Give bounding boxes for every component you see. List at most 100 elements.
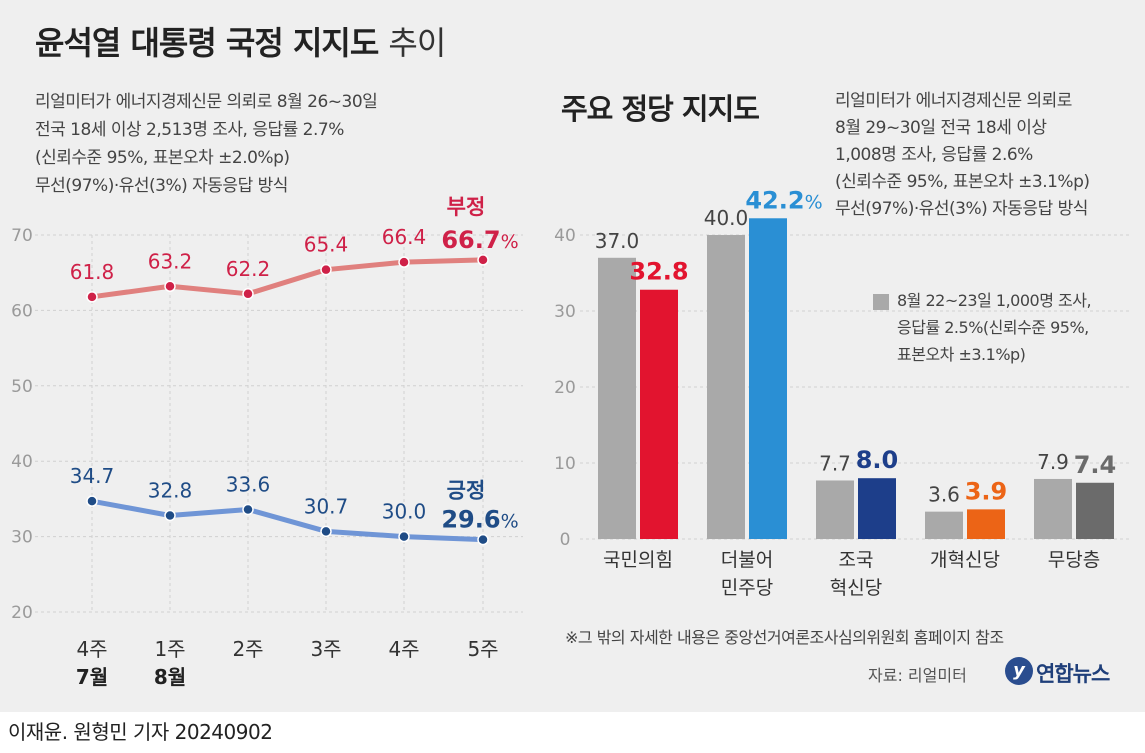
bar-current [640,289,678,539]
data-label: 34.7 [70,464,115,488]
y-tick-label: 10 [554,454,576,474]
party-survey-line: 무선(97%)·유선(3%) 자동응답 방식 [835,199,1088,219]
series-name: 긍정 [447,479,486,503]
x-tick-label: 혁신당 [830,577,882,599]
unit-label: % [805,191,823,213]
data-point [86,291,98,303]
x-tick-label: 민주당 [721,577,773,599]
legend-swatch [873,294,889,310]
data-label-current: 3.9 [965,477,1008,505]
legend-line: 표본오차 ±3.1%p) [897,345,1026,364]
party-survey-line: 리얼미터가 에너지경제신문 의뢰로 [835,91,1072,111]
data-point [477,533,489,546]
x-tick-label: 5주 [467,637,498,661]
bar-previous [707,235,745,539]
x-tick-label: 1주 [154,637,185,661]
data-label-previous: 7.9 [1037,450,1069,474]
approval-survey-line: 전국 18세 이상 2,513명 조사, 응답률 2.7% [35,120,344,140]
data-label: 66.4 [382,225,427,249]
title-main: 윤석열 대통령 국정 지지도 [35,24,379,62]
x-tick-label: 4주 [76,637,107,661]
data-label: 65.4 [304,233,349,257]
series-line [89,498,486,543]
data-point [164,280,176,293]
approval-survey-note: 리얼미터가 에너지경제신문 의뢰로 8월 26~30일 전국 18세 이상 2,… [35,88,378,200]
data-point [242,503,254,516]
x-tick-label: 무당층 [1048,549,1100,571]
data-label-previous: 37.0 [595,229,640,253]
data-label: 30.0 [382,500,427,524]
title-sub: 추이 [388,24,446,62]
byline: 이재윤. 원형민 기자 20240902 [8,720,273,744]
data-point [242,288,254,300]
data-point [86,495,98,507]
party-survey-line: 8월 29~30일 전국 18세 이상 [835,118,1047,138]
series-end-label: 29.6% [441,506,518,534]
y-tick-label: 60 [11,301,33,321]
x-tick-label: 3주 [310,637,341,661]
unit-label: % [501,511,519,533]
legend-line: 응답률 2.5%(신뢰수준 95%, [897,318,1089,337]
bar-current [749,218,787,539]
approval-survey-line: (신뢰수준 95%, 표본오차 ±2.0%p) [35,148,290,168]
legend: 8월 22~23일 1,000명 조사, 응답률 2.5%(신뢰수준 95%, … [897,287,1092,368]
data-label: 63.2 [148,249,193,273]
approval-survey-line: 리얼미터가 에너지경제신문 의뢰로 8월 26~30일 [35,92,378,112]
bar-current [858,478,896,539]
y-tick-label: 0 [560,530,571,550]
x-tick-sublabel: 7월 [76,665,108,689]
data-label: 61.8 [70,260,115,284]
data-point [398,530,410,543]
page-title: 윤석열 대통령 국정 지지도 추이 [35,18,446,64]
bar-previous [925,511,963,539]
series-end-label: 66.7% [441,226,518,254]
data-label-previous: 40.0 [704,206,749,230]
data-label: 33.6 [226,472,271,496]
x-tick-label: 4주 [388,637,419,661]
series-name: 부정 [447,195,486,219]
chart-background [0,0,1145,712]
data-label-current: 8.0 [856,446,899,474]
y-tick-label: 50 [11,377,33,397]
x-tick-label: 조국 [839,549,874,571]
data-label: 32.8 [148,478,193,502]
data-point [398,256,410,268]
data-label-current: 7.4 [1074,451,1117,479]
x-tick-sublabel: 8월 [154,665,186,689]
bar-previous [816,480,854,539]
data-point [320,525,332,538]
data-label: 30.7 [304,494,349,518]
bar-previous [598,257,636,539]
y-tick-label: 20 [554,378,576,398]
x-tick-label: 개혁신당 [930,549,1000,571]
bar-previous [1034,478,1072,539]
y-tick-label: 20 [11,603,33,623]
y-tick-label: 30 [554,302,576,322]
party-survey-line: (신뢰수준 95%, 표본오차 ±3.1%p) [835,172,1090,192]
source-label: 자료: 리얼미터 [868,666,967,685]
x-tick-label: 더불어 [721,549,773,571]
approval-survey-line: 무선(97%)·유선(3%) 자동응답 방식 [35,176,288,196]
bar-current [967,509,1005,539]
logo-text: 연합뉴스 [1036,662,1110,686]
x-tick-label: 2주 [232,637,263,661]
party-survey-note: 리얼미터가 에너지경제신문 의뢰로 8월 29~30일 전국 18세 이상 1,… [835,88,1090,223]
footnote: ※그 밖의 자세한 내용은 중앙선거여론조사심의위원회 홈페이지 참조 [565,628,1004,647]
y-tick-label: 70 [11,226,33,246]
y-tick-label: 40 [554,226,576,246]
data-label-previous: 3.6 [928,483,960,507]
data-point [477,254,489,266]
y-tick-label: 40 [11,452,33,472]
data-label-current: 42.2% [745,186,822,214]
x-tick-label: 국민의힘 [603,549,673,571]
party-survey-line: 1,008명 조사, 응답률 2.6% [835,145,1033,165]
unit-label: % [501,231,519,253]
bar-current [1076,482,1114,539]
data-label-current: 32.8 [629,258,688,286]
data-point [164,509,176,522]
yonhap-logo-icon: y [1005,657,1033,685]
legend-line: 8월 22~23일 1,000명 조사, [897,291,1092,310]
y-tick-label: 30 [11,528,33,548]
data-point [320,263,332,276]
